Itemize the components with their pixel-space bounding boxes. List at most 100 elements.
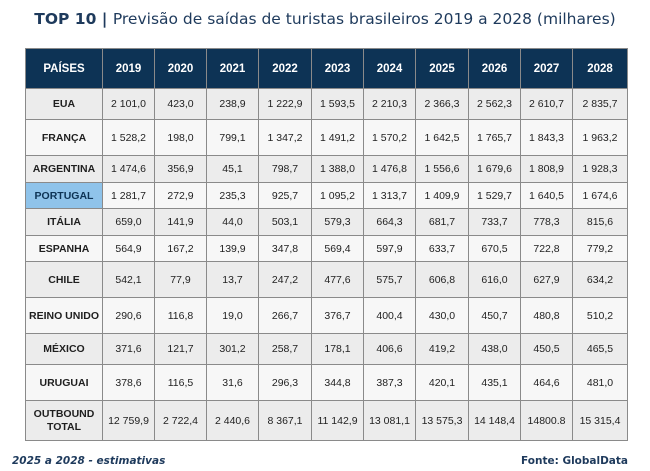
value-cell: 258,7 — [258, 333, 312, 365]
value-cell: 13 081,1 — [363, 400, 416, 441]
value-cell: 1 528,2 — [102, 119, 155, 156]
value-cell: 1 388,0 — [311, 155, 364, 183]
value-cell: 2 366,3 — [415, 88, 469, 120]
value-cell: 378,6 — [102, 364, 155, 401]
value-cell: 387,3 — [363, 364, 416, 401]
value-cell: 564,9 — [102, 235, 155, 262]
value-cell: 1 474,6 — [102, 155, 155, 183]
value-cell: 420,1 — [415, 364, 469, 401]
value-cell: 579,3 — [311, 208, 364, 236]
country-cell: PORTUGAL — [25, 182, 103, 209]
value-cell: 14800.8 — [520, 400, 573, 441]
value-cell: 116,8 — [154, 297, 207, 334]
value-cell: 606,8 — [415, 261, 469, 298]
column-header-year: 2019 — [102, 48, 155, 89]
value-cell: 465,5 — [572, 333, 628, 365]
value-cell: 438,0 — [468, 333, 521, 365]
table-row: ITÁLIA 659,0 141,9 44,0 503,1 579,3 664,3 681,7… — [25, 208, 628, 236]
value-cell: 8 367,1 — [258, 400, 312, 441]
value-cell: 2 835,7 — [572, 88, 628, 120]
value-cell: 139,9 — [206, 235, 259, 262]
value-cell: 419,2 — [415, 333, 469, 365]
value-cell: 296,3 — [258, 364, 312, 401]
column-header-year: 2026 — [468, 48, 521, 89]
country-cell: EUA — [25, 88, 103, 120]
value-cell: 435,1 — [468, 364, 521, 401]
value-cell: 141,9 — [154, 208, 207, 236]
value-cell: 575,7 — [363, 261, 416, 298]
country-cell: OUTBOUND TOTAL — [25, 400, 103, 441]
column-header-year: 2024 — [363, 48, 416, 89]
value-cell: 376,7 — [311, 297, 364, 334]
value-cell: 1 222,9 — [258, 88, 312, 120]
title-prefix: TOP 10 — [34, 10, 97, 28]
value-cell: 1 347,2 — [258, 119, 312, 156]
value-cell: 481,0 — [572, 364, 628, 401]
value-cell: 272,9 — [154, 182, 207, 209]
value-cell: 178,1 — [311, 333, 364, 365]
page-title: TOP 10 | Previsão de saídas de turistas … — [0, 10, 650, 28]
table-row: ESPANHA 564,9 167,2 139,9 347,8 569,4 597,9 633… — [25, 235, 628, 262]
value-cell: 1 765,7 — [468, 119, 521, 156]
value-cell: 2 440,6 — [206, 400, 259, 441]
country-cell: MÉXICO — [25, 333, 103, 365]
value-cell: 347,8 — [258, 235, 312, 262]
value-cell: 14 148,4 — [468, 400, 521, 441]
value-cell: 616,0 — [468, 261, 521, 298]
column-header-year: 2025 — [415, 48, 469, 89]
value-cell: 450,7 — [468, 297, 521, 334]
value-cell: 406,6 — [363, 333, 416, 365]
value-cell: 670,5 — [468, 235, 521, 262]
value-cell: 798,7 — [258, 155, 312, 183]
value-cell: 510,2 — [572, 297, 628, 334]
country-cell: URUGUAI — [25, 364, 103, 401]
source-credit: Fonte: GlobalData — [521, 455, 628, 467]
table-row: ARGENTINA 1 474,6 356,9 45,1 798,7 1 388,0 1 4… — [25, 155, 628, 183]
value-cell: 925,7 — [258, 182, 312, 209]
value-cell: 1 313,7 — [363, 182, 416, 209]
title-separator: | — [96, 10, 113, 28]
value-cell: 12 759,9 — [102, 400, 155, 441]
value-cell: 733,7 — [468, 208, 521, 236]
value-cell: 634,2 — [572, 261, 628, 298]
value-cell: 301,2 — [206, 333, 259, 365]
value-cell: 31,6 — [206, 364, 259, 401]
value-cell: 1 674,6 — [572, 182, 628, 209]
value-cell: 235,3 — [206, 182, 259, 209]
value-cell: 450,5 — [520, 333, 573, 365]
value-cell: 2 722,4 — [154, 400, 207, 441]
value-cell: 198,0 — [154, 119, 207, 156]
value-cell: 44,0 — [206, 208, 259, 236]
value-cell: 569,4 — [311, 235, 364, 262]
value-cell: 167,2 — [154, 235, 207, 262]
value-cell: 121,7 — [154, 333, 207, 365]
table-row: CHILE 542,1 77,9 13,7 247,2 477,6 575,7 606,8 61… — [25, 261, 628, 298]
value-cell: 1 679,6 — [468, 155, 521, 183]
value-cell: 1 843,3 — [520, 119, 573, 156]
value-cell: 13 575,3 — [415, 400, 469, 441]
value-cell: 45,1 — [206, 155, 259, 183]
value-cell: 2 562,3 — [468, 88, 521, 120]
value-cell: 2 101,0 — [102, 88, 155, 120]
value-cell: 11 142,9 — [311, 400, 364, 441]
table-row: MÉXICO 371,6 121,7 301,2 258,7 178,1 406,6 419,… — [25, 333, 628, 365]
table-header-row: PAÍSES 2019 2020 2021 2022 2023 2024 2025 2026 20… — [25, 48, 628, 89]
value-cell: 1 963,2 — [572, 119, 628, 156]
value-cell: 430,0 — [415, 297, 469, 334]
value-cell: 778,3 — [520, 208, 573, 236]
value-cell: 290,6 — [102, 297, 155, 334]
country-cell: ARGENTINA — [25, 155, 103, 183]
column-header-year: 2028 — [572, 48, 628, 89]
table-body: EUA 2 101,0 423,0 238,9 1 222,9 1 593,5 2 210,… — [25, 88, 628, 441]
column-header-year: 2027 — [520, 48, 573, 89]
country-cell: FRANÇA — [25, 119, 103, 156]
column-header-countries: PAÍSES — [25, 48, 103, 89]
value-cell: 664,3 — [363, 208, 416, 236]
table-row: EUA 2 101,0 423,0 238,9 1 222,9 1 593,5 2 210,… — [25, 88, 628, 120]
column-header-year: 2022 — [258, 48, 312, 89]
value-cell: 1 640,5 — [520, 182, 573, 209]
value-cell: 116,5 — [154, 364, 207, 401]
value-cell: 1 281,7 — [102, 182, 155, 209]
column-header-year: 2023 — [311, 48, 364, 89]
value-cell: 1 570,2 — [363, 119, 416, 156]
